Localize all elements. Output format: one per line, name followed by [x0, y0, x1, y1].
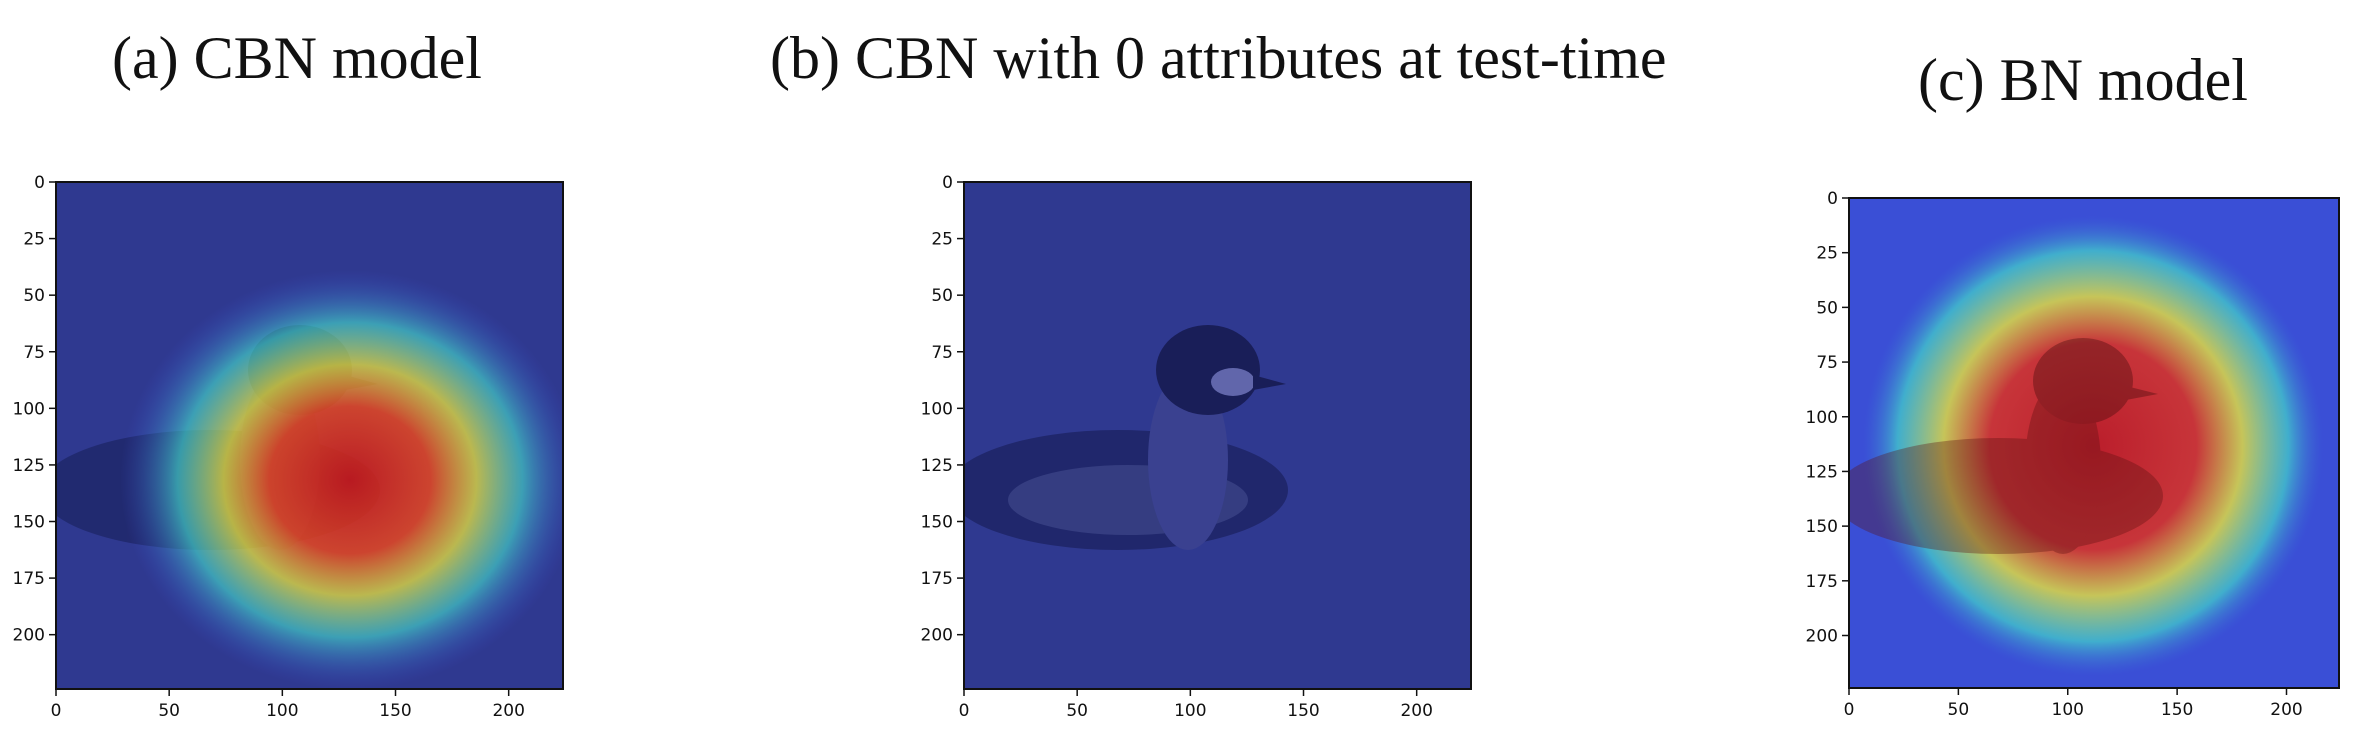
panel-b-ytick-label: 150 — [921, 513, 953, 533]
panel-a-xtick-label: 50 — [158, 701, 180, 721]
panel-a-xtick-label: 0 — [51, 701, 62, 721]
panel-c-xtick-label: 150 — [2161, 700, 2193, 720]
panel-a-ytick-label: 100 — [13, 399, 45, 419]
panel-a-ytick-label: 200 — [13, 626, 45, 646]
panel-b-xtick-label: 150 — [1287, 701, 1319, 721]
panel-a-ytick-label: 175 — [13, 569, 45, 589]
panel-b-title: (b) CBN with 0 attributes at test-time — [770, 25, 1667, 91]
panel-a: 0 25 50 75 100 125 150 175 200 0 50 100 150 200 — [0, 170, 600, 730]
panel-c-title: (c) BN model — [1918, 47, 2248, 113]
panel-b-xtick-label: 100 — [1174, 701, 1206, 721]
panel-b-ytick-label: 50 — [931, 286, 953, 306]
panel-b-xtick-label: 50 — [1066, 701, 1088, 721]
panel-c-ytick-label: 200 — [1806, 627, 1838, 647]
panel-b-ytick-label: 75 — [931, 343, 953, 363]
panel-c-xtick-label: 50 — [1948, 700, 1970, 720]
panel-c-ytick-label: 25 — [1816, 244, 1838, 264]
panel-b-ytick-label: 100 — [921, 399, 953, 419]
panel-b-ytick-label: 200 — [921, 626, 953, 646]
panel-b-xtick-label: 200 — [1400, 701, 1432, 721]
panel-a-heatmap — [120, 270, 563, 689]
panel-b-xtick-label: 0 — [959, 701, 970, 721]
panel-c-ytick-label: 50 — [1816, 298, 1838, 318]
panel-c-bird — [1849, 338, 2163, 554]
panel-a-image-axes: 0 25 50 75 100 125 150 175 200 0 50 100 150 200 — [13, 173, 564, 721]
panel-a-xtick-label: 100 — [266, 701, 298, 721]
panel-c-ytick-label: 125 — [1806, 462, 1838, 482]
panel-a-ytick-label: 150 — [13, 513, 45, 533]
panel-c-heatmap — [1863, 216, 2323, 676]
panel-b-ytick-label: 0 — [942, 173, 953, 193]
panel-a-ytick-label: 125 — [13, 456, 45, 476]
panel-a-ytick-label: 50 — [23, 286, 45, 306]
panel-b-bird — [964, 325, 1288, 550]
panel-c: 0 25 50 75 100 125 150 175 200 0 50 100 150 200 — [1793, 186, 2360, 726]
panel-b-ytick-label: 25 — [931, 230, 953, 250]
panel-c-image-axes: 0 25 50 75 100 125 150 175 200 0 50 100 150 200 — [1806, 189, 2340, 720]
panel-c-ytick-label: 0 — [1827, 189, 1838, 209]
panel-a-ytick-label: 25 — [23, 230, 45, 250]
panel-c-xtick-label: 100 — [2052, 700, 2084, 720]
panel-b: 0 25 50 75 100 125 150 175 200 0 50 100 150 200 — [908, 170, 1508, 730]
panel-a-ytick-label: 75 — [23, 343, 45, 363]
panel-b-image-axes: 0 25 50 75 100 125 150 175 200 0 50 100 150 200 — [921, 173, 1472, 721]
panel-a-xtick-label: 200 — [492, 701, 524, 721]
panel-c-ytick-label: 100 — [1806, 408, 1838, 428]
panel-c-xtick-label: 200 — [2270, 700, 2302, 720]
panel-c-ytick-label: 150 — [1806, 517, 1838, 537]
panel-a-xtick-label: 150 — [379, 701, 411, 721]
panel-c-xtick-label: 0 — [1844, 700, 1855, 720]
panel-b-ytick-label: 175 — [921, 569, 953, 589]
panel-a-title: (a) CBN model — [112, 25, 482, 91]
panel-a-ytick-label: 0 — [34, 173, 45, 193]
panel-b-frame — [963, 181, 1472, 690]
panel-b-ytick-label: 125 — [921, 456, 953, 476]
panel-c-ytick-label: 75 — [1816, 353, 1838, 373]
panel-c-frame — [1848, 197, 2340, 689]
panel-a-frame — [55, 181, 564, 690]
panel-c-ytick-label: 175 — [1806, 572, 1838, 592]
